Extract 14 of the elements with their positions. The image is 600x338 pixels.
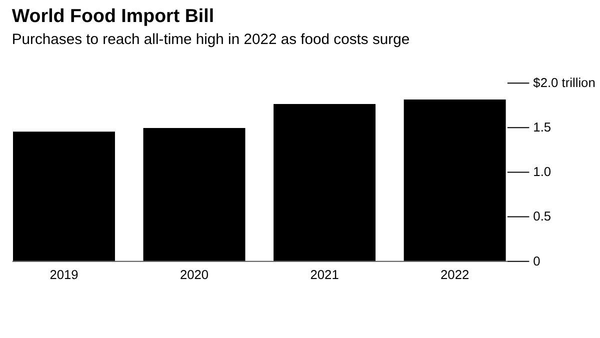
y-tick-label: 1.0 [533, 164, 552, 180]
bar [143, 128, 246, 261]
bar [274, 104, 376, 261]
chart-title: World Food Import Bill [12, 5, 214, 26]
x-tick-label: 2019 [50, 267, 78, 282]
y-tick-label: 1.5 [533, 120, 552, 135]
x-tick-label: 2022 [440, 267, 470, 282]
chart-subtitle: Purchases to reach all-time high in 2022 as food costs surge [12, 32, 410, 48]
y-tick-label: 0 [533, 253, 540, 268]
y-tick-label: $2.0 trillion [533, 75, 596, 90]
bar [13, 132, 115, 261]
x-tick-label: 2020 [180, 267, 209, 282]
y-tick-label: 0.5 [533, 208, 552, 224]
x-tick-label: 2021 [310, 267, 339, 282]
